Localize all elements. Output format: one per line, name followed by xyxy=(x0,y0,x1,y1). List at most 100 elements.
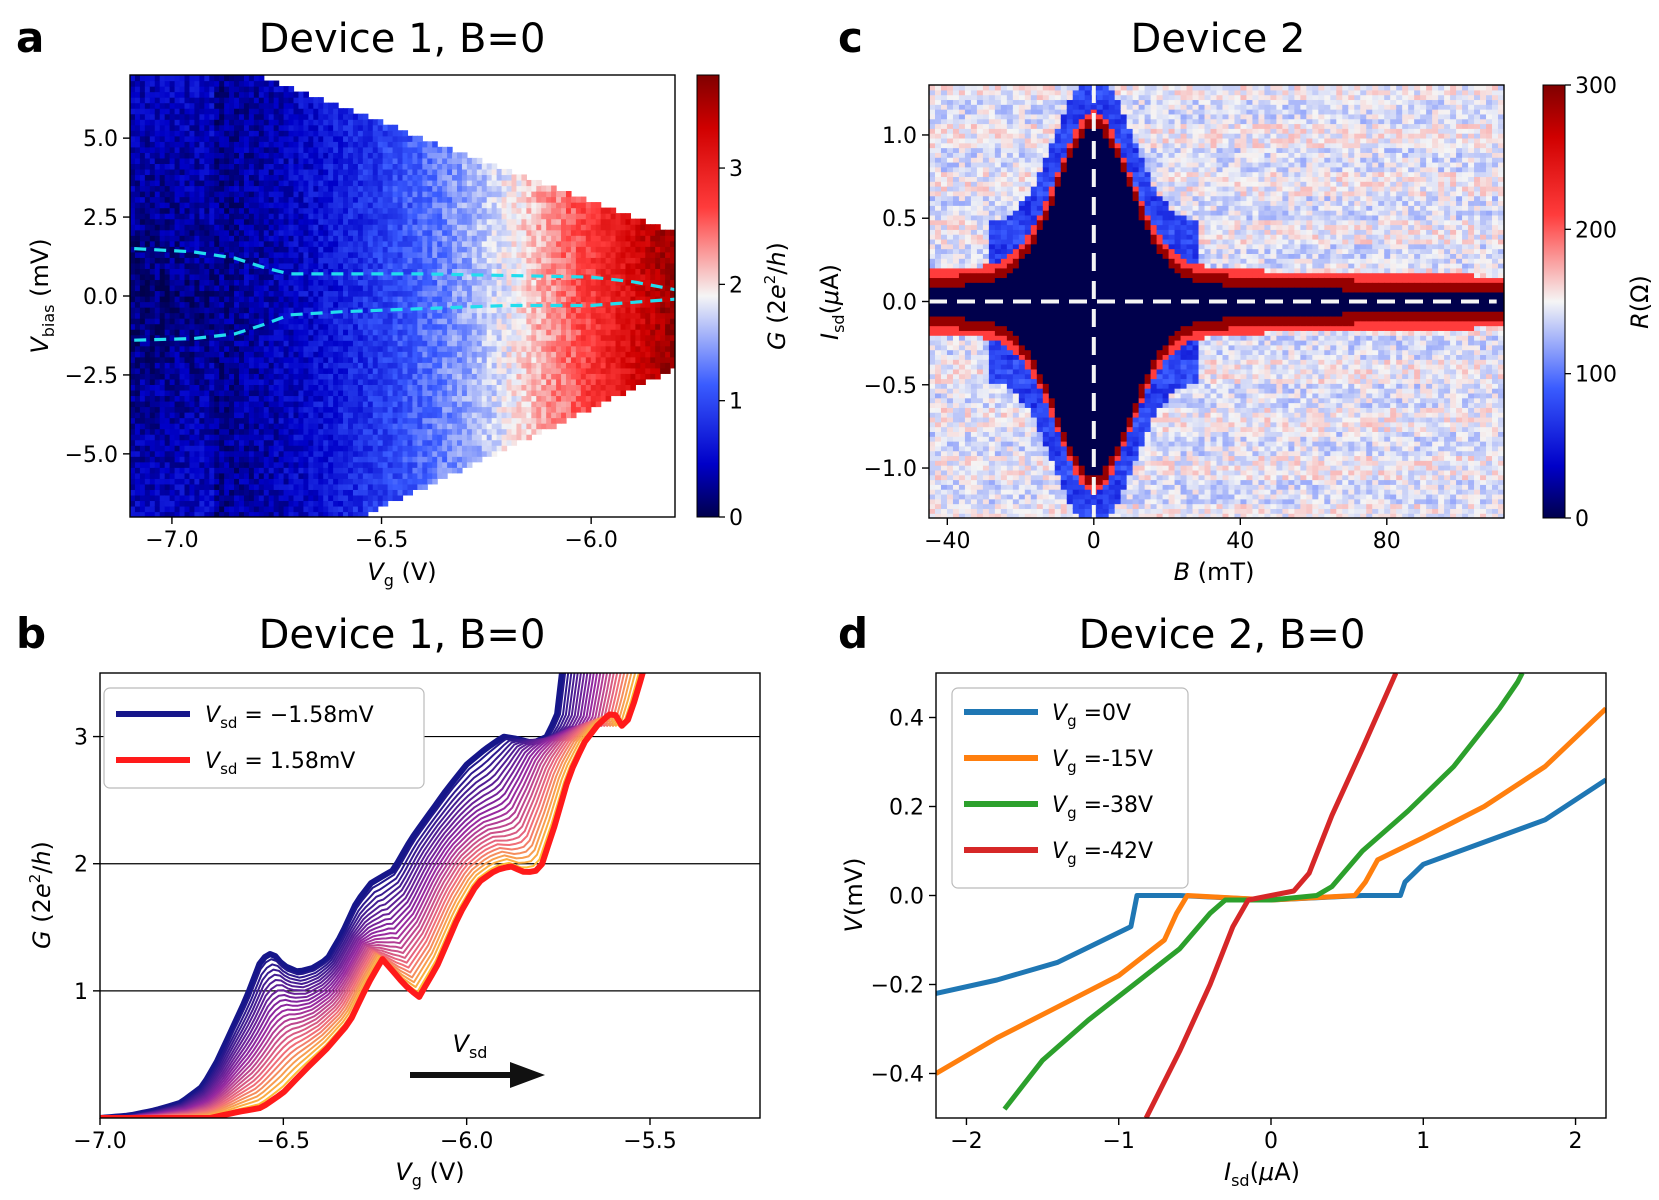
heatmap-cell xyxy=(437,290,443,297)
heatmap-cell xyxy=(130,428,136,435)
heatmap-cell xyxy=(248,362,255,369)
heatmap-cell xyxy=(194,472,200,479)
heatmap-cell xyxy=(199,163,205,170)
heatmap-cell xyxy=(392,334,399,341)
heatmap-cell xyxy=(139,356,146,363)
heatmap-cell xyxy=(412,406,418,413)
heatmap-cell xyxy=(372,362,379,369)
heatmap-cell xyxy=(417,450,423,457)
heatmap-cell xyxy=(179,207,186,214)
heatmap-cell xyxy=(283,113,290,120)
heatmap-cell xyxy=(362,395,369,402)
heatmap-cell xyxy=(169,511,176,517)
heatmap-cell xyxy=(199,296,205,303)
heatmap-cell xyxy=(209,445,215,452)
heatmap-cell xyxy=(184,257,191,264)
heatmap-cell xyxy=(447,168,453,176)
heatmap-cell xyxy=(288,351,295,358)
heatmap-cell xyxy=(209,284,215,292)
heatmap-cell xyxy=(457,312,463,319)
heatmap-cell xyxy=(323,406,329,413)
heatmap-cell xyxy=(427,191,433,198)
heatmap-cell xyxy=(243,434,250,441)
heatmap-cell xyxy=(224,472,230,479)
heatmap-cell xyxy=(313,483,319,490)
heatmap-cell xyxy=(372,141,379,148)
heatmap-cell xyxy=(134,240,141,247)
heatmap-cell xyxy=(338,185,344,192)
heatmap-cell xyxy=(149,367,156,374)
heatmap-cell xyxy=(318,251,324,258)
heatmap-cell xyxy=(199,102,205,109)
heatmap-cell xyxy=(229,417,235,424)
heatmap-cell xyxy=(184,240,191,247)
heatmap-cell xyxy=(139,395,146,402)
heatmap-cell xyxy=(372,279,379,286)
heatmap-cell xyxy=(397,489,404,496)
heatmap-cell xyxy=(313,478,319,485)
heatmap-cell xyxy=(447,318,453,325)
heatmap-cell xyxy=(214,412,220,419)
heatmap-cell xyxy=(308,362,314,369)
heatmap-cell xyxy=(308,146,314,153)
heatmap-cell xyxy=(328,168,334,176)
heatmap-cell xyxy=(229,461,235,468)
heatmap-cell xyxy=(357,196,364,203)
heatmap-cell xyxy=(234,240,240,247)
heatmap-cell xyxy=(209,296,215,303)
heatmap-cell xyxy=(234,478,240,485)
heatmap-cell xyxy=(184,472,191,479)
heatmap-cell xyxy=(303,279,309,286)
heatmap-cell xyxy=(412,472,418,479)
heatmap-cell xyxy=(357,511,364,517)
heatmap-cell xyxy=(169,296,176,303)
heatmap-cell xyxy=(392,268,399,275)
heatmap-cell xyxy=(333,334,339,341)
heatmap-cell xyxy=(174,400,181,408)
heatmap-cell xyxy=(243,218,250,225)
heatmap-cell xyxy=(323,439,329,446)
heatmap-cell xyxy=(328,268,334,275)
heatmap-cell xyxy=(303,483,309,490)
heatmap-cell xyxy=(318,312,324,319)
heatmap-cell xyxy=(199,395,205,402)
heatmap-cell xyxy=(402,152,409,159)
heatmap-cell xyxy=(318,367,324,374)
heatmap-cell xyxy=(179,284,186,292)
heatmap-cell xyxy=(239,456,245,463)
heatmap-cell xyxy=(338,273,344,281)
heatmap-cell xyxy=(392,174,399,181)
heatmap-cell xyxy=(303,345,309,352)
heatmap-cell xyxy=(234,412,240,419)
heatmap-cell xyxy=(437,229,443,236)
heatmap-cell xyxy=(338,196,344,203)
heatmap-cell xyxy=(328,102,334,109)
heatmap-cell xyxy=(258,235,265,242)
heatmap-cell xyxy=(149,334,156,341)
heatmap-cell xyxy=(422,318,428,325)
heatmap-cell xyxy=(144,340,151,347)
heatmap-cell xyxy=(352,257,359,264)
heatmap-cell xyxy=(412,229,418,236)
heatmap-cell xyxy=(283,461,290,468)
heatmap-cell xyxy=(219,102,225,109)
heatmap-cell xyxy=(407,207,414,214)
heatmap-cell xyxy=(387,483,394,490)
heatmap-cell xyxy=(412,439,418,446)
heatmap-cell xyxy=(283,445,290,452)
heatmap-cell xyxy=(348,185,354,192)
heatmap-cell xyxy=(298,434,305,441)
heatmap-cell xyxy=(278,213,285,220)
heatmap-cell xyxy=(392,224,399,231)
heatmap-cell xyxy=(154,235,161,242)
heatmap-cell xyxy=(407,191,414,198)
heatmap-cell xyxy=(407,202,414,209)
heatmap-cell xyxy=(268,163,275,170)
heatmap-cell xyxy=(348,113,354,120)
heatmap-cell xyxy=(199,207,205,214)
heatmap-cell xyxy=(179,91,186,98)
heatmap-cell xyxy=(229,268,235,275)
heatmap-cell xyxy=(402,318,409,325)
heatmap-cell xyxy=(407,450,414,457)
heatmap-cell xyxy=(149,406,156,413)
